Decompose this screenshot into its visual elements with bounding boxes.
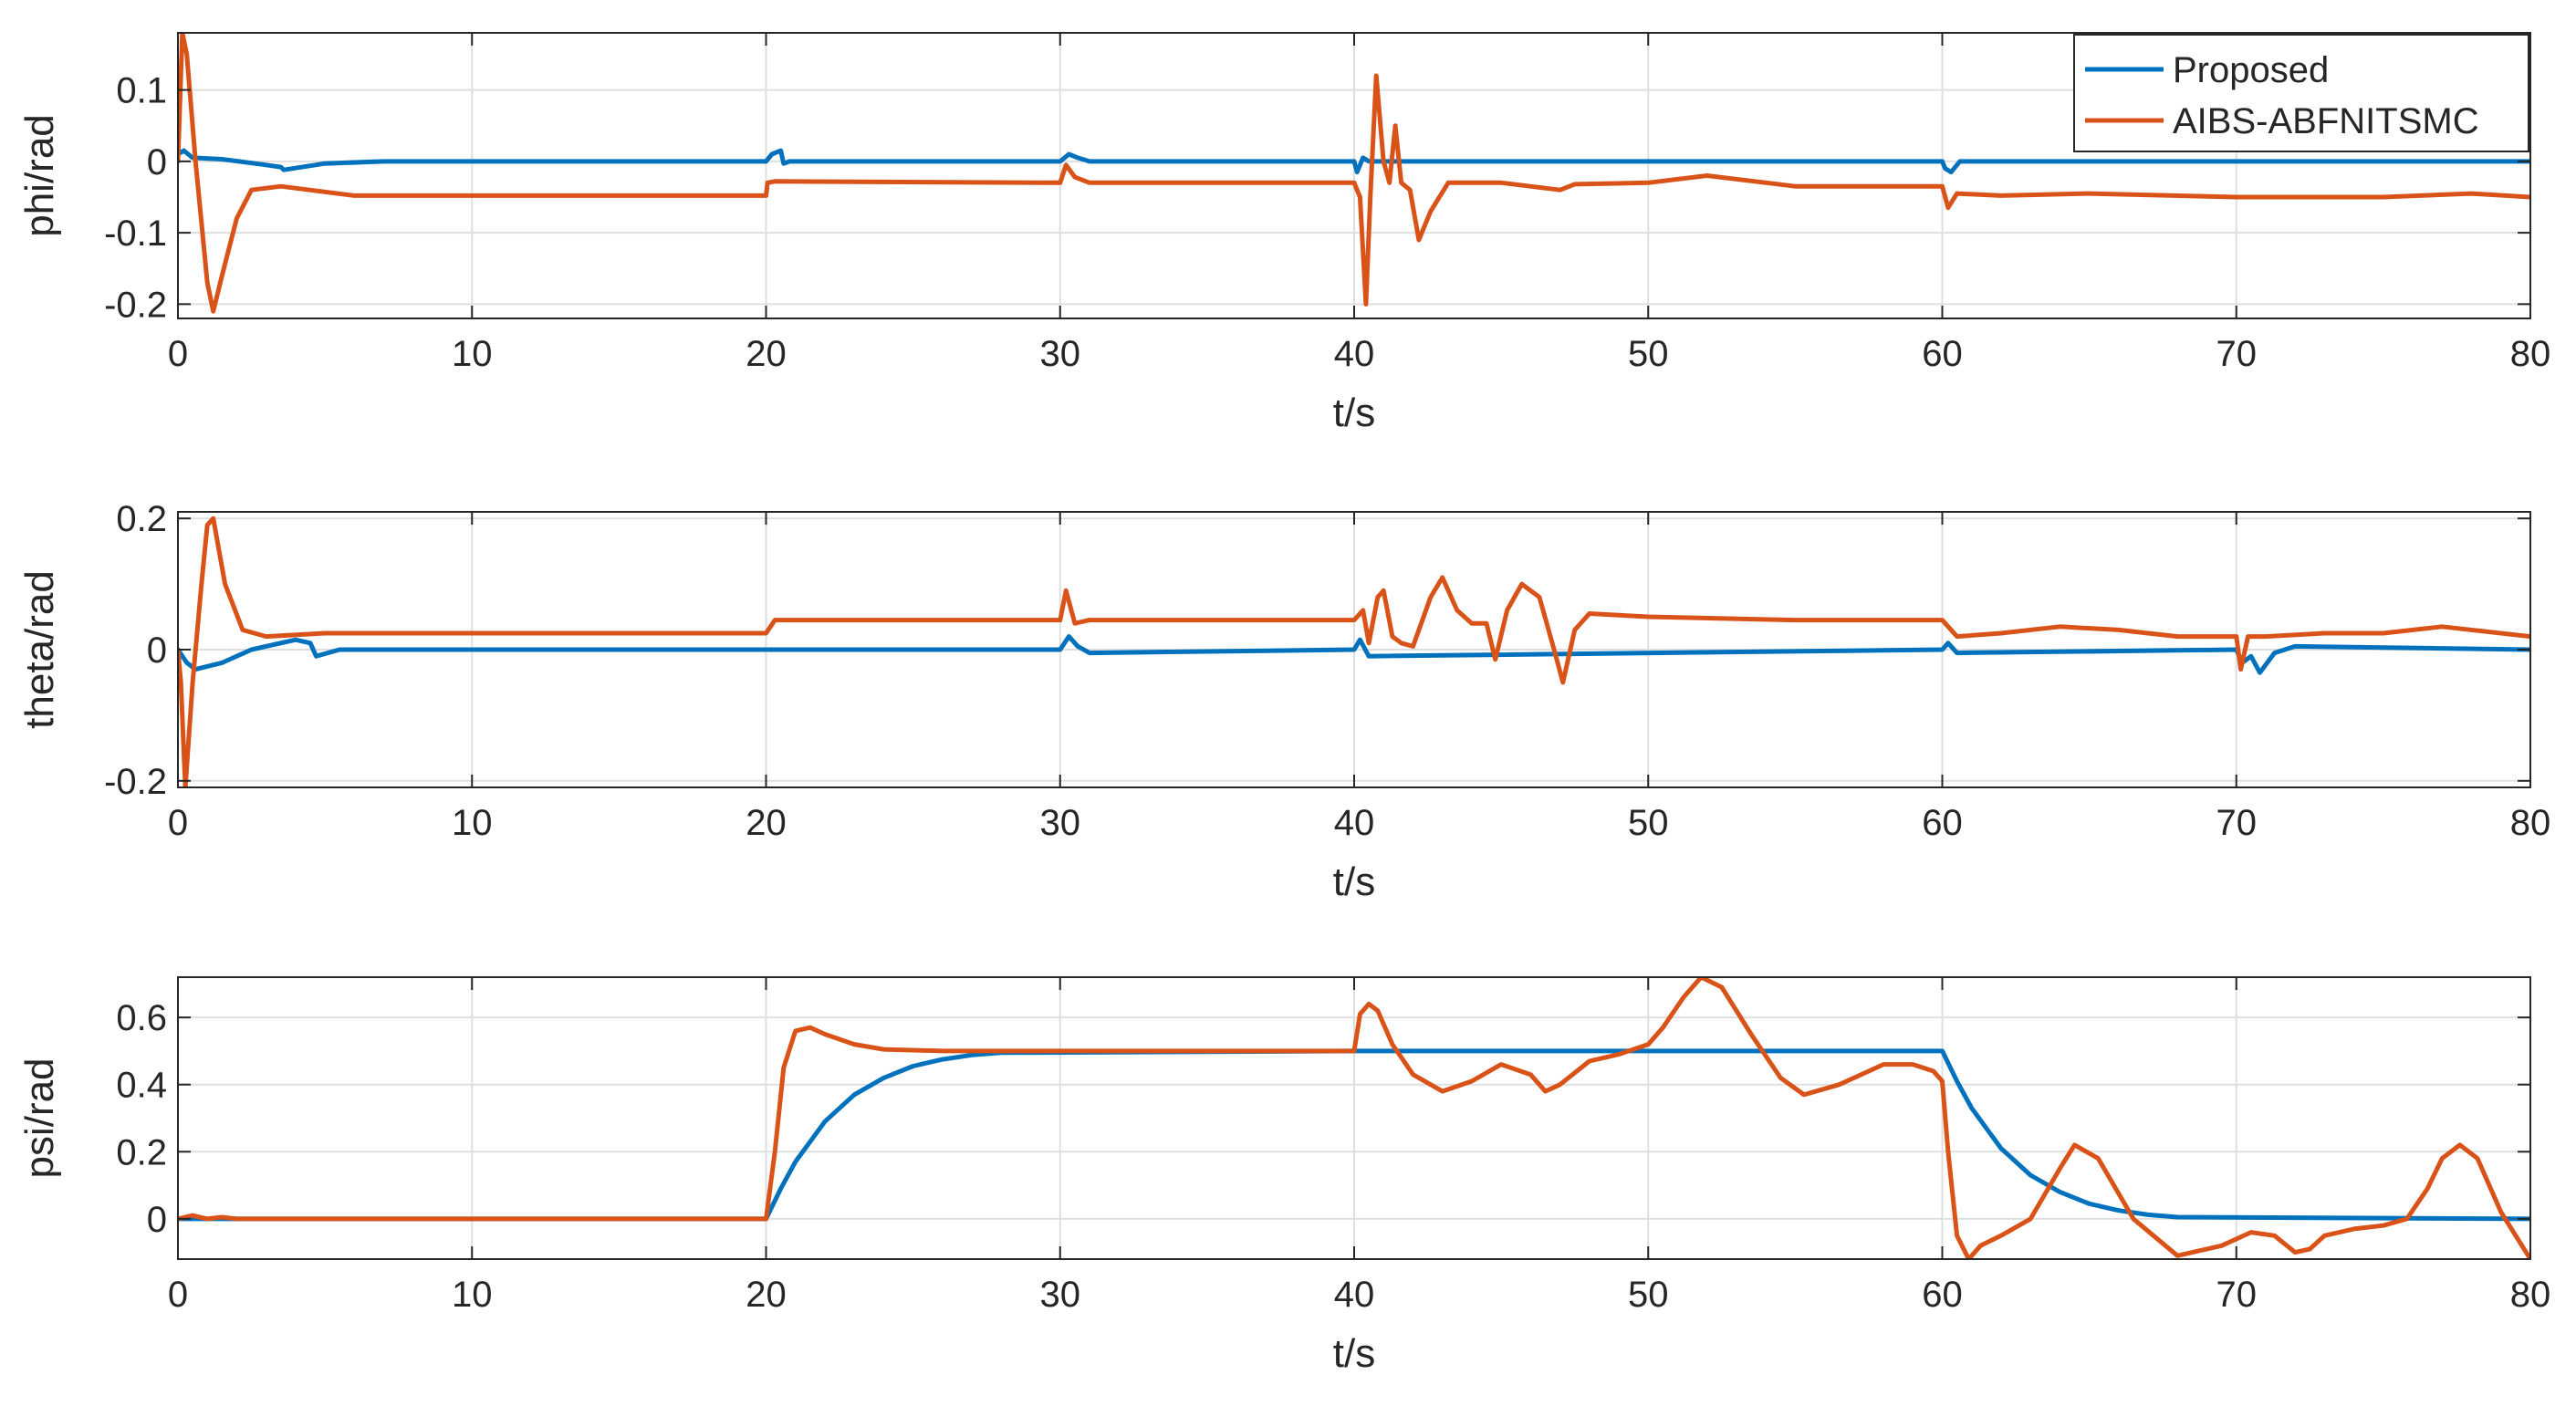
x-tick-labels: 0 10 20 30 40 50 60 70 80 — [168, 334, 2550, 374]
series-line-aibs-abfnitsmc — [178, 516, 2530, 787]
x-tick-label: 10 — [452, 803, 493, 843]
x-tick-label: 40 — [1334, 1275, 1375, 1315]
series-line-proposed — [178, 148, 2530, 175]
x-axis-label: t/s — [1333, 1331, 1375, 1376]
y-tick-label: -0.2 — [104, 762, 167, 802]
legend: Proposed AIBS-ABFNITSMC — [2073, 34, 2529, 152]
x-tick-label: 0 — [168, 1275, 188, 1315]
x-tick-label: 60 — [1922, 1275, 1963, 1315]
x-tick-label: 30 — [1040, 1275, 1081, 1315]
y-tick-labels: -0.2 -0.1 0 0.1 — [104, 71, 167, 326]
y-tick-label: 0 — [147, 142, 167, 182]
y-axis-label: phi/rad — [17, 114, 62, 237]
y-tick-labels: -0.2 0 0.2 — [104, 499, 167, 802]
x-tick-label: 70 — [2216, 803, 2258, 843]
grid-lines — [177, 977, 2531, 1259]
series-line-aibs-abfnitsmc — [178, 977, 2530, 1259]
subplot-psi: 0 10 20 30 40 50 60 70 80 0 0.2 0.4 0.6 t/s psi/rad — [17, 976, 2550, 1376]
x-tick-label: 50 — [1628, 803, 1669, 843]
y-tick-label: -0.2 — [104, 285, 167, 325]
y-tick-label: 0.2 — [116, 499, 167, 539]
y-axis-label: theta/rad — [17, 570, 62, 729]
x-tick-label: 20 — [746, 334, 787, 374]
y-tick-label: 0.1 — [116, 71, 167, 111]
subplot-phi: 0 10 20 30 40 50 60 70 80 -0.2 -0.1 0 0.1 t/s phi/r… — [17, 32, 2550, 435]
x-tick-label: 70 — [2216, 334, 2258, 374]
tick-marks — [177, 977, 2531, 1259]
x-tick-label: 30 — [1040, 334, 1081, 374]
plot-area — [178, 977, 2530, 1259]
legend-box — [2073, 34, 2529, 152]
legend-label-proposed: Proposed — [2173, 50, 2329, 90]
x-tick-label: 40 — [1334, 803, 1375, 843]
x-tick-label: 0 — [168, 803, 188, 843]
plot-area — [178, 516, 2530, 787]
y-tick-label: 0.2 — [116, 1132, 167, 1172]
series-line-proposed — [178, 634, 2530, 675]
x-tick-label: 10 — [452, 334, 493, 374]
x-tick-label: 0 — [168, 334, 188, 374]
x-tick-labels: 0 10 20 30 40 50 60 70 80 — [168, 803, 2550, 843]
x-tick-label: 80 — [2510, 1275, 2551, 1315]
y-tick-label: -0.1 — [104, 214, 167, 254]
x-tick-label: 20 — [746, 803, 787, 843]
x-tick-label: 60 — [1922, 803, 1963, 843]
x-axis-label: t/s — [1333, 391, 1375, 435]
legend-label-aibs-abfnitsmc: AIBS-ABFNITSMC — [2173, 101, 2479, 141]
x-tick-label: 50 — [1628, 334, 1669, 374]
x-tick-label: 30 — [1040, 803, 1081, 843]
y-tick-label: 0 — [147, 1200, 167, 1240]
x-tick-label: 50 — [1628, 1275, 1669, 1315]
tick-marks — [177, 512, 2531, 787]
y-tick-label: 0 — [147, 630, 167, 671]
y-axis-label: psi/rad — [17, 1057, 62, 1178]
subplot-theta: 0 10 20 30 40 50 60 70 80 -0.200.2 t/s theta/rad — [17, 499, 2550, 904]
y-tick-label: 0.6 — [116, 998, 167, 1038]
x-tick-label: 70 — [2216, 1275, 2258, 1315]
y-tick-label: 0.4 — [116, 1066, 167, 1106]
x-tick-label: 80 — [2510, 803, 2551, 843]
series-line-aibs-abfnitsmc — [178, 33, 2530, 314]
x-axis-label: t/s — [1333, 859, 1375, 904]
x-tick-labels: 0 10 20 30 40 50 60 70 80 — [168, 1275, 2550, 1315]
x-tick-label: 20 — [746, 1275, 787, 1315]
y-tick-labels: 0 0.2 0.4 0.6 — [116, 998, 167, 1240]
x-tick-label: 10 — [452, 1275, 493, 1315]
x-tick-label: 60 — [1922, 334, 1963, 374]
plot-area — [178, 33, 2530, 314]
tick-marks — [177, 33, 2531, 318]
x-tick-label: 40 — [1334, 334, 1375, 374]
x-tick-label: 80 — [2510, 334, 2551, 374]
